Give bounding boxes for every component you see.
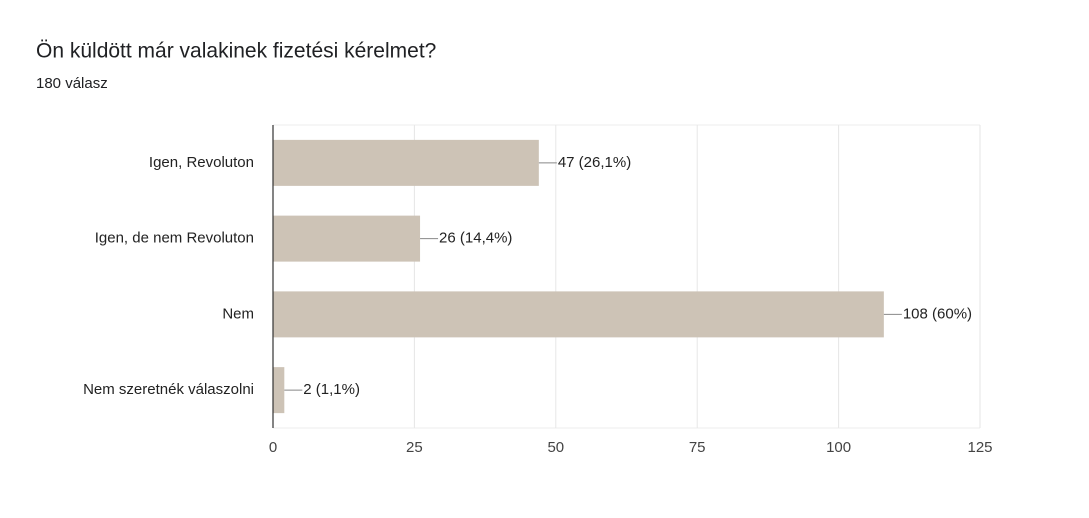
data-label: 26 (14,4%) <box>439 230 512 247</box>
bar <box>273 367 285 414</box>
data-label: 2 (1,1%) <box>303 381 360 398</box>
x-tick-label: 75 <box>689 439 706 456</box>
y-tick-label: Igen, Revoluton <box>149 154 254 171</box>
x-tick-label: 125 <box>967 439 992 456</box>
bar <box>273 215 421 262</box>
x-tick-label: 0 <box>269 439 277 456</box>
data-label: 47 (26,1%) <box>558 154 631 171</box>
y-tick-label: Igen, de nem Revoluton <box>95 230 254 247</box>
y-tick-label: Nem <box>222 305 254 322</box>
x-tick-label: 100 <box>826 439 851 456</box>
data-label: 108 (60%) <box>903 305 972 322</box>
y-tick-label: Nem szeretnék válaszolni <box>83 381 254 398</box>
x-tick-label: 50 <box>547 439 564 456</box>
chart-title: Ön küldött már valakinek fizetési kérelm… <box>36 40 436 63</box>
bar <box>273 291 884 338</box>
chart-subtitle: 180 válasz <box>36 75 108 92</box>
bar <box>273 139 539 186</box>
x-tick-label: 25 <box>406 439 423 456</box>
